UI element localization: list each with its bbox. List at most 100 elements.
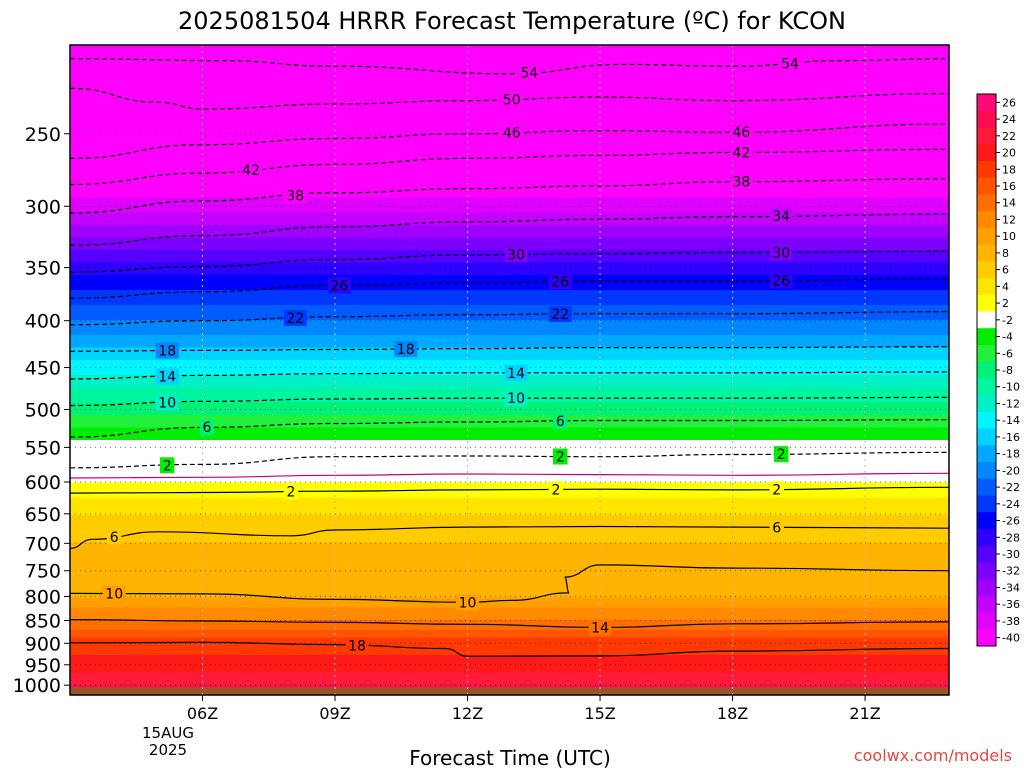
colorbar-swatch — [977, 612, 996, 630]
colorbar-swatch — [977, 512, 996, 530]
colorbar-tick-label: 6 — [1002, 264, 1009, 277]
fill-band — [70, 522, 949, 526]
colorbar-tick-label: 22 — [1002, 130, 1016, 143]
colorbar-tick-label: -38 — [1002, 615, 1020, 628]
isotherm-label-bg — [102, 585, 126, 602]
colorbar-swatch — [977, 579, 996, 597]
isotherm-minus26 — [70, 278, 949, 299]
colorbar-swatch — [977, 629, 996, 647]
y-tick-label: 500 — [25, 400, 61, 422]
colorbar-swatch — [977, 478, 996, 496]
fill-band — [70, 172, 949, 176]
isotherm-label-bg — [553, 448, 568, 465]
colorbar-swatch — [977, 144, 996, 162]
fill-band — [70, 180, 949, 184]
colorbar-swatch — [977, 294, 996, 312]
isotherm-label-bg — [283, 187, 307, 204]
y-tick-label: 550 — [25, 437, 61, 459]
fill-band — [70, 362, 949, 366]
fill-band — [70, 310, 949, 314]
isotherm-label: 26 — [330, 278, 348, 294]
isotherm-label-bg — [548, 306, 572, 322]
fill-band — [70, 385, 949, 389]
x-tick-label: 21Z — [849, 704, 880, 723]
fill-band — [70, 352, 949, 356]
isotherm-label: 14 — [158, 369, 176, 385]
fill-band — [70, 445, 949, 449]
fill-band — [70, 85, 949, 89]
isotherm-label-bg — [778, 55, 802, 72]
fill-band — [70, 227, 949, 231]
colorbar-swatch — [977, 344, 996, 363]
isotherm-label-bg — [504, 364, 528, 381]
colorbar-swatch — [977, 445, 996, 463]
fill-band — [70, 350, 949, 354]
fill-band — [70, 70, 949, 74]
fill-band — [70, 475, 949, 479]
fill-band — [70, 477, 949, 481]
fill-band — [70, 417, 949, 421]
fill-band — [70, 482, 949, 486]
isotherm-label: 22 — [286, 311, 304, 327]
fill-band — [70, 115, 949, 119]
x-tick-label: 06Z — [187, 704, 218, 723]
fill-band — [70, 322, 949, 326]
isotherm-0 — [70, 472, 949, 479]
isotherm-minus50 — [70, 87, 949, 110]
colorbar-swatch — [977, 328, 996, 346]
fill-band — [70, 530, 949, 534]
fill-band — [70, 202, 949, 206]
colorbar-tick-label: 26 — [1002, 96, 1016, 109]
fill-band — [70, 552, 949, 556]
fill-band — [70, 317, 949, 321]
fill-band — [70, 332, 949, 336]
fill-band — [70, 465, 949, 469]
fill-band — [70, 355, 949, 359]
isotherm-label: 22 — [551, 307, 569, 323]
isotherm-label: 2 — [551, 482, 560, 498]
isotherm-label: 6 — [772, 520, 781, 536]
fill-band — [70, 335, 949, 339]
isotherm-minus38 — [70, 178, 949, 214]
isotherm-label: 6 — [556, 414, 565, 430]
fill-band — [70, 45, 949, 49]
colorbar-tick-label: 18 — [1002, 163, 1016, 176]
x-tick-label: 18Z — [717, 704, 748, 723]
isotherm-label: 10 — [105, 587, 123, 603]
fill-band — [70, 200, 949, 204]
fill-band — [70, 582, 949, 586]
fill-band — [70, 297, 949, 301]
isotherm-10 — [70, 564, 949, 603]
fill-band — [70, 142, 949, 146]
fill-band — [70, 275, 949, 279]
isotherm-label-bg — [588, 619, 612, 636]
fill-band — [70, 215, 949, 219]
colorbar-tick-label: -6 — [1002, 347, 1013, 360]
isotherm-label-bg — [773, 446, 789, 463]
fill-band — [70, 457, 949, 461]
fill-band — [70, 82, 949, 86]
isotherm-minus54 — [70, 58, 949, 75]
fill-band — [70, 155, 949, 159]
fill-band — [70, 197, 949, 201]
colorbar-tick-label: 14 — [1002, 197, 1016, 210]
fill-band — [70, 307, 949, 311]
colorbar-swatch — [977, 227, 996, 245]
isotherm-14 — [70, 619, 949, 629]
isotherm-label: 26 — [772, 274, 790, 290]
isotherm-minus14 — [70, 371, 949, 380]
isotherm-label: 30 — [772, 245, 790, 261]
fill-band — [70, 325, 949, 329]
fill-band — [70, 497, 949, 501]
fill-band — [70, 607, 949, 611]
isotherm-label-bg — [553, 412, 568, 429]
ground-surface — [70, 687, 949, 695]
fill-band — [70, 502, 949, 506]
y-tick-label: 900 — [25, 633, 61, 655]
fill-band — [70, 685, 949, 689]
fill-band — [70, 597, 949, 601]
colorbar-swatch — [977, 562, 996, 580]
fill-band — [70, 195, 949, 199]
fill-band — [70, 192, 949, 196]
